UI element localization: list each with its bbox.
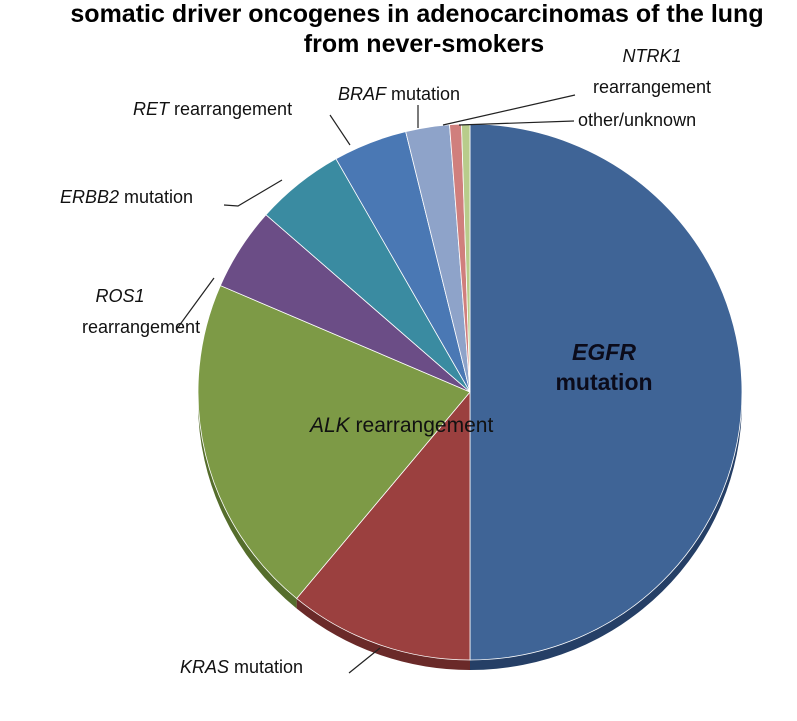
slice-kras	[296, 390, 471, 661]
label-ros1-gene: ROS1	[95, 286, 144, 306]
label-other: other/unknown	[578, 110, 696, 130]
slice-side-alk	[198, 392, 297, 609]
title-line-1: somatic driver oncogenes in adenocarcino…	[70, 0, 763, 28]
leader-ret	[329, 114, 351, 146]
slice-labels: EGFR mutation KRAS mutation ALK rearrangeme…	[60, 46, 711, 677]
pie-slices	[197, 123, 743, 670]
label-erbb2: ERBB2 mutation	[60, 187, 193, 207]
leader-ros1	[175, 277, 215, 331]
label-alk: ALK rearrangement	[308, 414, 493, 437]
slice-other	[461, 123, 471, 393]
slice-side-kras	[296, 598, 470, 670]
leader-ntrk1	[442, 94, 576, 126]
slice-alk	[197, 285, 471, 600]
leader-kras	[348, 647, 381, 674]
label-ros1-suffix: rearrangement	[82, 317, 200, 337]
slice-egfr	[469, 123, 743, 661]
leader-lines	[175, 94, 576, 674]
title-line-2: from never-smokers	[304, 30, 544, 58]
leader-other	[458, 120, 575, 126]
label-egfr-suffix: mutation	[555, 369, 652, 395]
leader-erbb2	[223, 179, 283, 207]
label-braf: BRAF mutation	[338, 84, 460, 104]
chart-title: somatic driver oncogenes in adenocarcino…	[70, 0, 763, 58]
label-ntrk1-suffix: rearrangement	[593, 77, 711, 97]
label-ntrk1-gene: NTRK1	[622, 46, 681, 66]
label-ret: RET rearrangement	[133, 99, 292, 119]
label-kras: KRAS mutation	[180, 657, 303, 677]
label-egfr-gene: EGFR	[572, 339, 636, 365]
